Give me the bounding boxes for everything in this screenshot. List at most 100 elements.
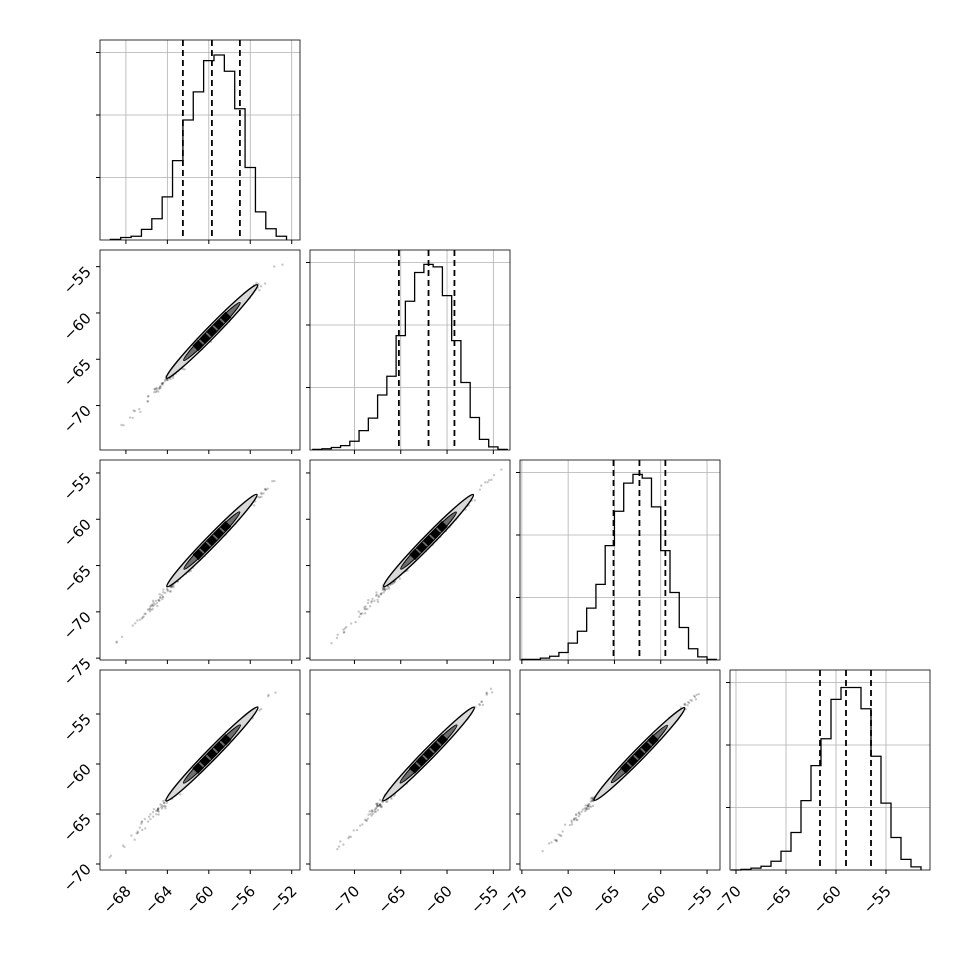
sample-point bbox=[581, 808, 585, 811]
density-core bbox=[436, 734, 448, 746]
x-axis-3: −70 −65 −60 −55 bbox=[710, 882, 895, 917]
x-tick-label: −60 bbox=[810, 882, 845, 917]
sample-point bbox=[273, 479, 276, 483]
sample-point bbox=[146, 400, 149, 403]
sample-point bbox=[159, 386, 162, 390]
sample-point bbox=[383, 589, 387, 592]
sample-point bbox=[181, 367, 185, 371]
sample-point bbox=[258, 496, 262, 499]
sample-point bbox=[588, 802, 591, 806]
sample-point bbox=[146, 608, 150, 611]
sample-point bbox=[153, 390, 156, 394]
sample-point bbox=[377, 594, 380, 598]
sample-point bbox=[155, 813, 158, 816]
sample-point bbox=[165, 378, 169, 382]
sample-point bbox=[152, 604, 155, 607]
sample-point bbox=[385, 800, 388, 803]
sample-point bbox=[169, 590, 172, 593]
density-core bbox=[640, 741, 652, 753]
panel-frame bbox=[99, 249, 301, 451]
sample-point bbox=[587, 805, 590, 808]
sample-point bbox=[361, 612, 364, 615]
sample-point bbox=[155, 386, 158, 390]
sample-point bbox=[163, 801, 166, 805]
density-core bbox=[409, 548, 421, 561]
sample-point bbox=[373, 599, 376, 603]
y-tick-label: −55 bbox=[60, 469, 95, 504]
sample-point bbox=[135, 832, 138, 835]
sample-point bbox=[555, 839, 558, 842]
sample-point bbox=[574, 813, 578, 816]
sample-point bbox=[352, 829, 355, 832]
scatter-panel-2-3 bbox=[516, 669, 721, 874]
sample-point bbox=[349, 835, 353, 839]
sample-point bbox=[109, 854, 113, 857]
sample-point bbox=[257, 495, 260, 499]
density-core bbox=[647, 734, 659, 746]
sample-point bbox=[160, 382, 164, 386]
sample-point bbox=[365, 819, 368, 822]
sample-point bbox=[379, 592, 383, 596]
sample-point bbox=[374, 807, 377, 810]
y-tick-label: −70 bbox=[60, 860, 95, 895]
sample-point bbox=[692, 694, 696, 698]
sample-point bbox=[138, 407, 141, 411]
sample-point bbox=[151, 603, 154, 606]
density-core bbox=[192, 339, 204, 352]
sample-point bbox=[385, 587, 389, 591]
panel-frame bbox=[309, 459, 511, 661]
y-tick-label: −65 bbox=[60, 810, 95, 845]
x-tick-label: −70 bbox=[542, 882, 577, 917]
sample-point bbox=[163, 804, 166, 808]
density-core bbox=[429, 527, 441, 540]
y-axis-3: −55 −60 −65 −70 bbox=[60, 710, 95, 895]
sample-point bbox=[330, 641, 333, 645]
sample-point bbox=[161, 597, 164, 601]
sample-point bbox=[152, 601, 155, 604]
sample-point bbox=[160, 807, 164, 810]
sample-point bbox=[342, 631, 345, 634]
sample-point bbox=[587, 807, 591, 811]
sample-point bbox=[367, 813, 370, 816]
y-axis-1: −55 −60 −65 −70 bbox=[60, 263, 95, 437]
sample-point bbox=[563, 823, 567, 826]
sample-point bbox=[161, 381, 165, 385]
histogram-step-line bbox=[109, 54, 288, 241]
sample-point bbox=[378, 803, 382, 806]
sample-point bbox=[267, 695, 270, 698]
panel-frame bbox=[519, 669, 721, 871]
sample-point bbox=[684, 703, 687, 706]
sample-point bbox=[136, 831, 140, 835]
sample-point bbox=[364, 607, 367, 611]
sample-point bbox=[264, 488, 267, 491]
sample-point bbox=[123, 845, 126, 849]
sample-point bbox=[157, 810, 161, 813]
sample-point bbox=[149, 813, 152, 816]
sample-point bbox=[485, 691, 488, 694]
sample-point bbox=[165, 801, 169, 805]
x-tick-label: −65 bbox=[374, 882, 409, 917]
sample-point bbox=[267, 693, 270, 697]
sample-point bbox=[159, 385, 162, 388]
sample-point bbox=[121, 844, 125, 847]
sample-point bbox=[387, 587, 391, 590]
sample-point bbox=[155, 387, 158, 391]
sample-point bbox=[686, 704, 689, 707]
sample-point bbox=[144, 612, 147, 616]
x-tick-label: −65 bbox=[588, 882, 623, 917]
sample-point bbox=[690, 699, 694, 702]
sample-point bbox=[376, 804, 380, 807]
sample-point bbox=[370, 599, 373, 603]
sample-point bbox=[574, 817, 578, 820]
sample-point bbox=[363, 612, 367, 615]
density-core bbox=[206, 748, 218, 760]
sample-point bbox=[376, 600, 380, 604]
sample-point bbox=[695, 693, 698, 697]
sample-point bbox=[590, 796, 594, 799]
sample-point bbox=[591, 799, 595, 803]
sample-point bbox=[347, 835, 351, 838]
sample-point bbox=[378, 798, 382, 802]
sample-point bbox=[154, 599, 158, 603]
histogram-panel-2 bbox=[516, 459, 721, 664]
sample-point bbox=[478, 703, 481, 707]
